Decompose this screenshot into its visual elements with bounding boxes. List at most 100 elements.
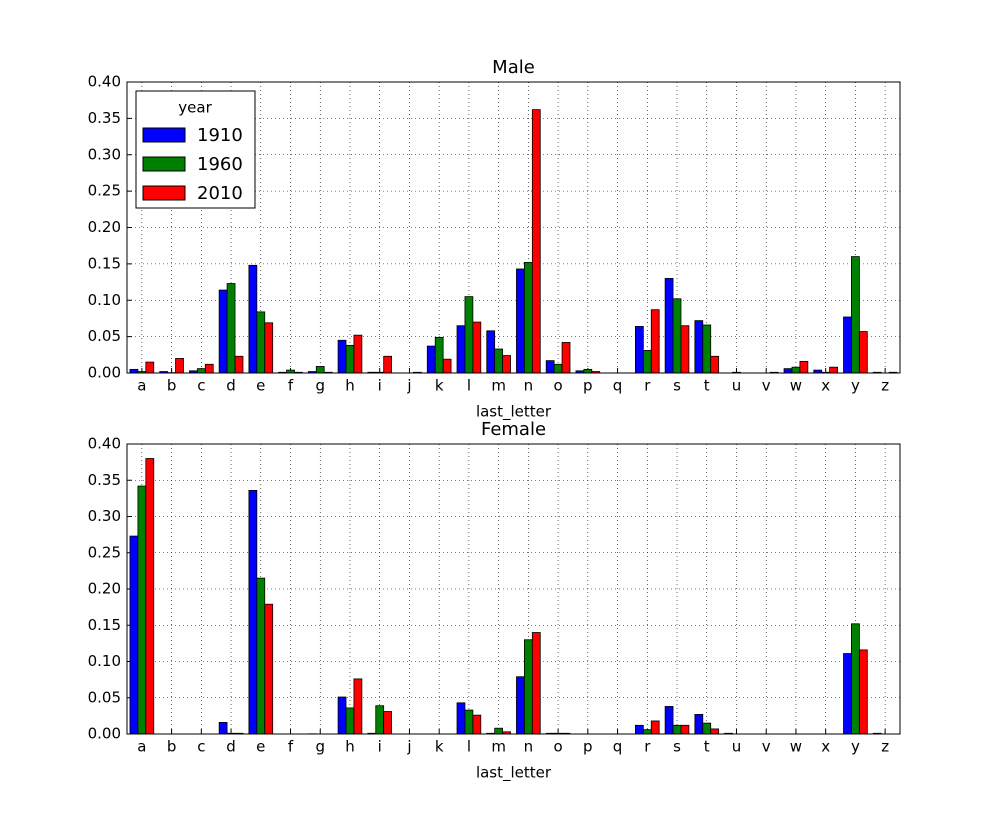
legend-label: 2010 [197,183,243,204]
legend-swatch [142,185,186,201]
x-tick-label: m [491,738,506,756]
bar [464,296,474,374]
bar [137,485,147,735]
y-tick-label: 0.15 [88,616,121,634]
legend-label: 1960 [197,154,243,175]
x-tick-label: v [762,738,771,756]
y-tick-label: 0.35 [88,109,121,127]
y-tick-label: 0.40 [88,73,121,91]
x-tick-label: o [554,377,563,395]
x-tick-label: v [762,377,771,395]
bar [545,360,555,374]
y-tick-label: 0.35 [88,471,121,489]
x-tick-label: s [673,377,681,395]
x-tick-label: l [467,738,471,756]
x-tick-label: u [732,377,742,395]
x-tick-label: w [790,377,802,395]
bar [531,109,541,374]
x-tick-label: r [644,377,651,395]
bar [145,361,155,374]
bar [694,714,704,735]
x-tick-label: w [790,738,802,756]
bar [442,358,452,374]
y-tick-label: 0.20 [88,218,121,236]
bar [256,311,266,374]
y-tick-label: 0.25 [88,543,121,561]
x-tick-label: x [821,738,830,756]
legend-title: year [178,99,212,117]
bar [472,714,482,735]
bar [829,366,838,374]
bar [516,676,525,735]
y-tick-label: 0.10 [88,291,121,309]
x-tick-label: c [197,377,205,395]
bar [650,720,660,735]
x-tick-label: n [524,738,534,756]
x-tick-label: j [406,738,411,756]
x-tick-label: z [881,738,889,756]
bar [337,696,347,735]
bar [456,325,466,374]
y-tick-label: 0.00 [88,364,121,382]
bar [650,309,660,374]
x-tick-label: c [197,738,205,756]
x-tick-label: n [524,377,534,395]
bar [516,268,525,374]
y-tick-label: 0.25 [88,182,121,200]
y-tick-label: 0.05 [88,688,121,706]
bar [710,728,720,735]
x-tick-label: e [256,738,265,756]
bar [702,324,712,374]
x-axis-label: last_letter [476,403,552,422]
x-tick-label: d [226,377,236,395]
x-tick-label: f [288,377,294,395]
bar [175,358,184,374]
bar [472,321,482,374]
y-tick-label: 0.40 [88,435,121,453]
bar [680,724,690,735]
bar [502,355,511,374]
bar [583,368,593,374]
bar [858,649,868,735]
bar [226,283,236,374]
x-tick-label: p [583,738,593,756]
x-tick-label: y [851,377,860,395]
x-tick-label: q [613,738,623,756]
bar [129,535,139,735]
plot-area [127,444,900,734]
y-tick-label: 0.15 [88,254,121,272]
x-tick-label: h [345,738,355,756]
legend-swatch [142,127,186,143]
bar [843,316,852,374]
bar [248,264,258,374]
bar [315,366,325,374]
legend-swatch [142,156,186,172]
x-tick-label: g [315,738,325,756]
axes-frame [126,81,901,374]
x-tick-label: s [673,738,681,756]
bar [524,262,533,374]
bar [531,632,541,735]
bar [196,368,206,374]
bar [456,702,466,735]
x-tick-label: b [167,738,177,756]
bar [851,256,860,374]
x-tick-label: m [491,377,506,395]
bar [843,653,852,735]
x-axis-label: last_letter [476,764,552,783]
bar [634,326,644,374]
x-tick-label: k [435,738,444,756]
bar [634,724,644,735]
y-tick-label: 0.30 [88,507,121,525]
bar [345,707,355,735]
x-tick-label: x [821,377,830,395]
x-tick-label: i [378,377,382,395]
y-tick-label: 0.30 [88,145,121,163]
bar [434,336,444,374]
bar [680,325,690,374]
bar [248,489,258,735]
bar [256,577,266,735]
x-tick-label: u [732,738,742,756]
